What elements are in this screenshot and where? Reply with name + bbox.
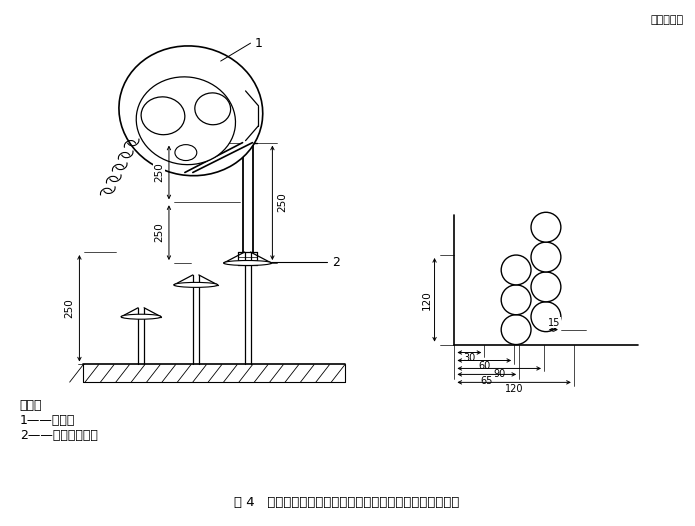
Ellipse shape — [136, 77, 236, 165]
Text: 250: 250 — [277, 193, 287, 212]
Circle shape — [531, 302, 561, 332]
Text: 图 4   全面罩、中压导气管和供气阀阻燃性能试验装置示意图: 图 4 全面罩、中压导气管和供气阀阻燃性能试验装置示意图 — [234, 495, 459, 509]
Circle shape — [531, 213, 561, 242]
Text: 120: 120 — [422, 290, 432, 310]
Text: 65: 65 — [480, 377, 493, 387]
Ellipse shape — [121, 314, 161, 319]
Circle shape — [531, 242, 561, 272]
Circle shape — [501, 285, 531, 315]
Text: 2——燃烧器喘嘴。: 2——燃烧器喘嘴。 — [19, 429, 97, 442]
Text: 250: 250 — [154, 163, 164, 183]
Ellipse shape — [141, 97, 185, 135]
Text: 250: 250 — [154, 222, 164, 242]
Text: 60: 60 — [478, 361, 491, 371]
Text: 单位为毫米: 单位为毫米 — [650, 15, 683, 25]
Text: 90: 90 — [493, 369, 505, 379]
Text: 15: 15 — [548, 318, 560, 328]
Text: 说明：: 说明： — [19, 399, 42, 412]
Text: 1——试样；: 1——试样； — [19, 414, 75, 427]
Ellipse shape — [175, 145, 197, 160]
Text: 250: 250 — [65, 298, 74, 318]
Text: 2: 2 — [332, 256, 340, 268]
Circle shape — [501, 255, 531, 285]
Text: 30: 30 — [464, 353, 475, 363]
Text: 1: 1 — [254, 37, 263, 49]
Ellipse shape — [224, 260, 272, 266]
Text: 120: 120 — [505, 385, 523, 394]
Circle shape — [531, 272, 561, 302]
Ellipse shape — [119, 46, 263, 176]
Ellipse shape — [195, 93, 231, 125]
Ellipse shape — [174, 282, 218, 287]
Circle shape — [501, 315, 531, 345]
